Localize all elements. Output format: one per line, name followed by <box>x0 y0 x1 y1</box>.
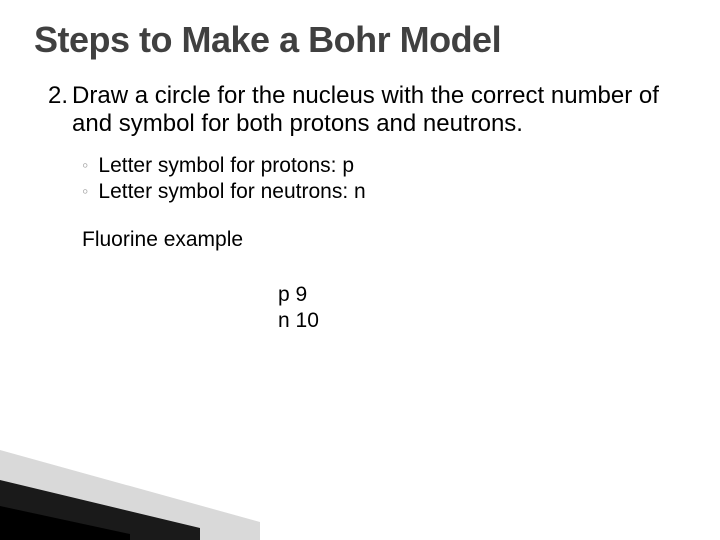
sub-list: ◦ Letter symbol for protons: p ◦ Letter … <box>48 153 666 206</box>
corner-decoration-icon <box>0 450 260 540</box>
step-line: 2. Draw a circle for the nucleus with th… <box>48 82 666 140</box>
example-value-line: p 9 <box>278 282 666 308</box>
bullet-icon: ◦ <box>82 153 98 178</box>
step-number: 2. <box>48 82 72 140</box>
example-value-line: n 10 <box>278 308 666 334</box>
sub-item: ◦ Letter symbol for protons: p <box>82 153 666 179</box>
slide-title: Steps to Make a Bohr Model <box>34 20 686 60</box>
sub-item-text: Letter symbol for neutrons: n <box>98 179 365 205</box>
bullet-icon: ◦ <box>82 179 98 204</box>
example-values: p 9 n 10 <box>48 282 666 335</box>
step-text: Draw a circle for the nucleus with the c… <box>72 82 666 140</box>
sub-item-text: Letter symbol for protons: p <box>98 153 354 179</box>
step-block: 2. Draw a circle for the nucleus with th… <box>34 82 686 335</box>
slide: Steps to Make a Bohr Model 2. Draw a cir… <box>0 0 720 540</box>
example-label: Fluorine example <box>48 228 666 252</box>
sub-item: ◦ Letter symbol for neutrons: n <box>82 179 666 205</box>
